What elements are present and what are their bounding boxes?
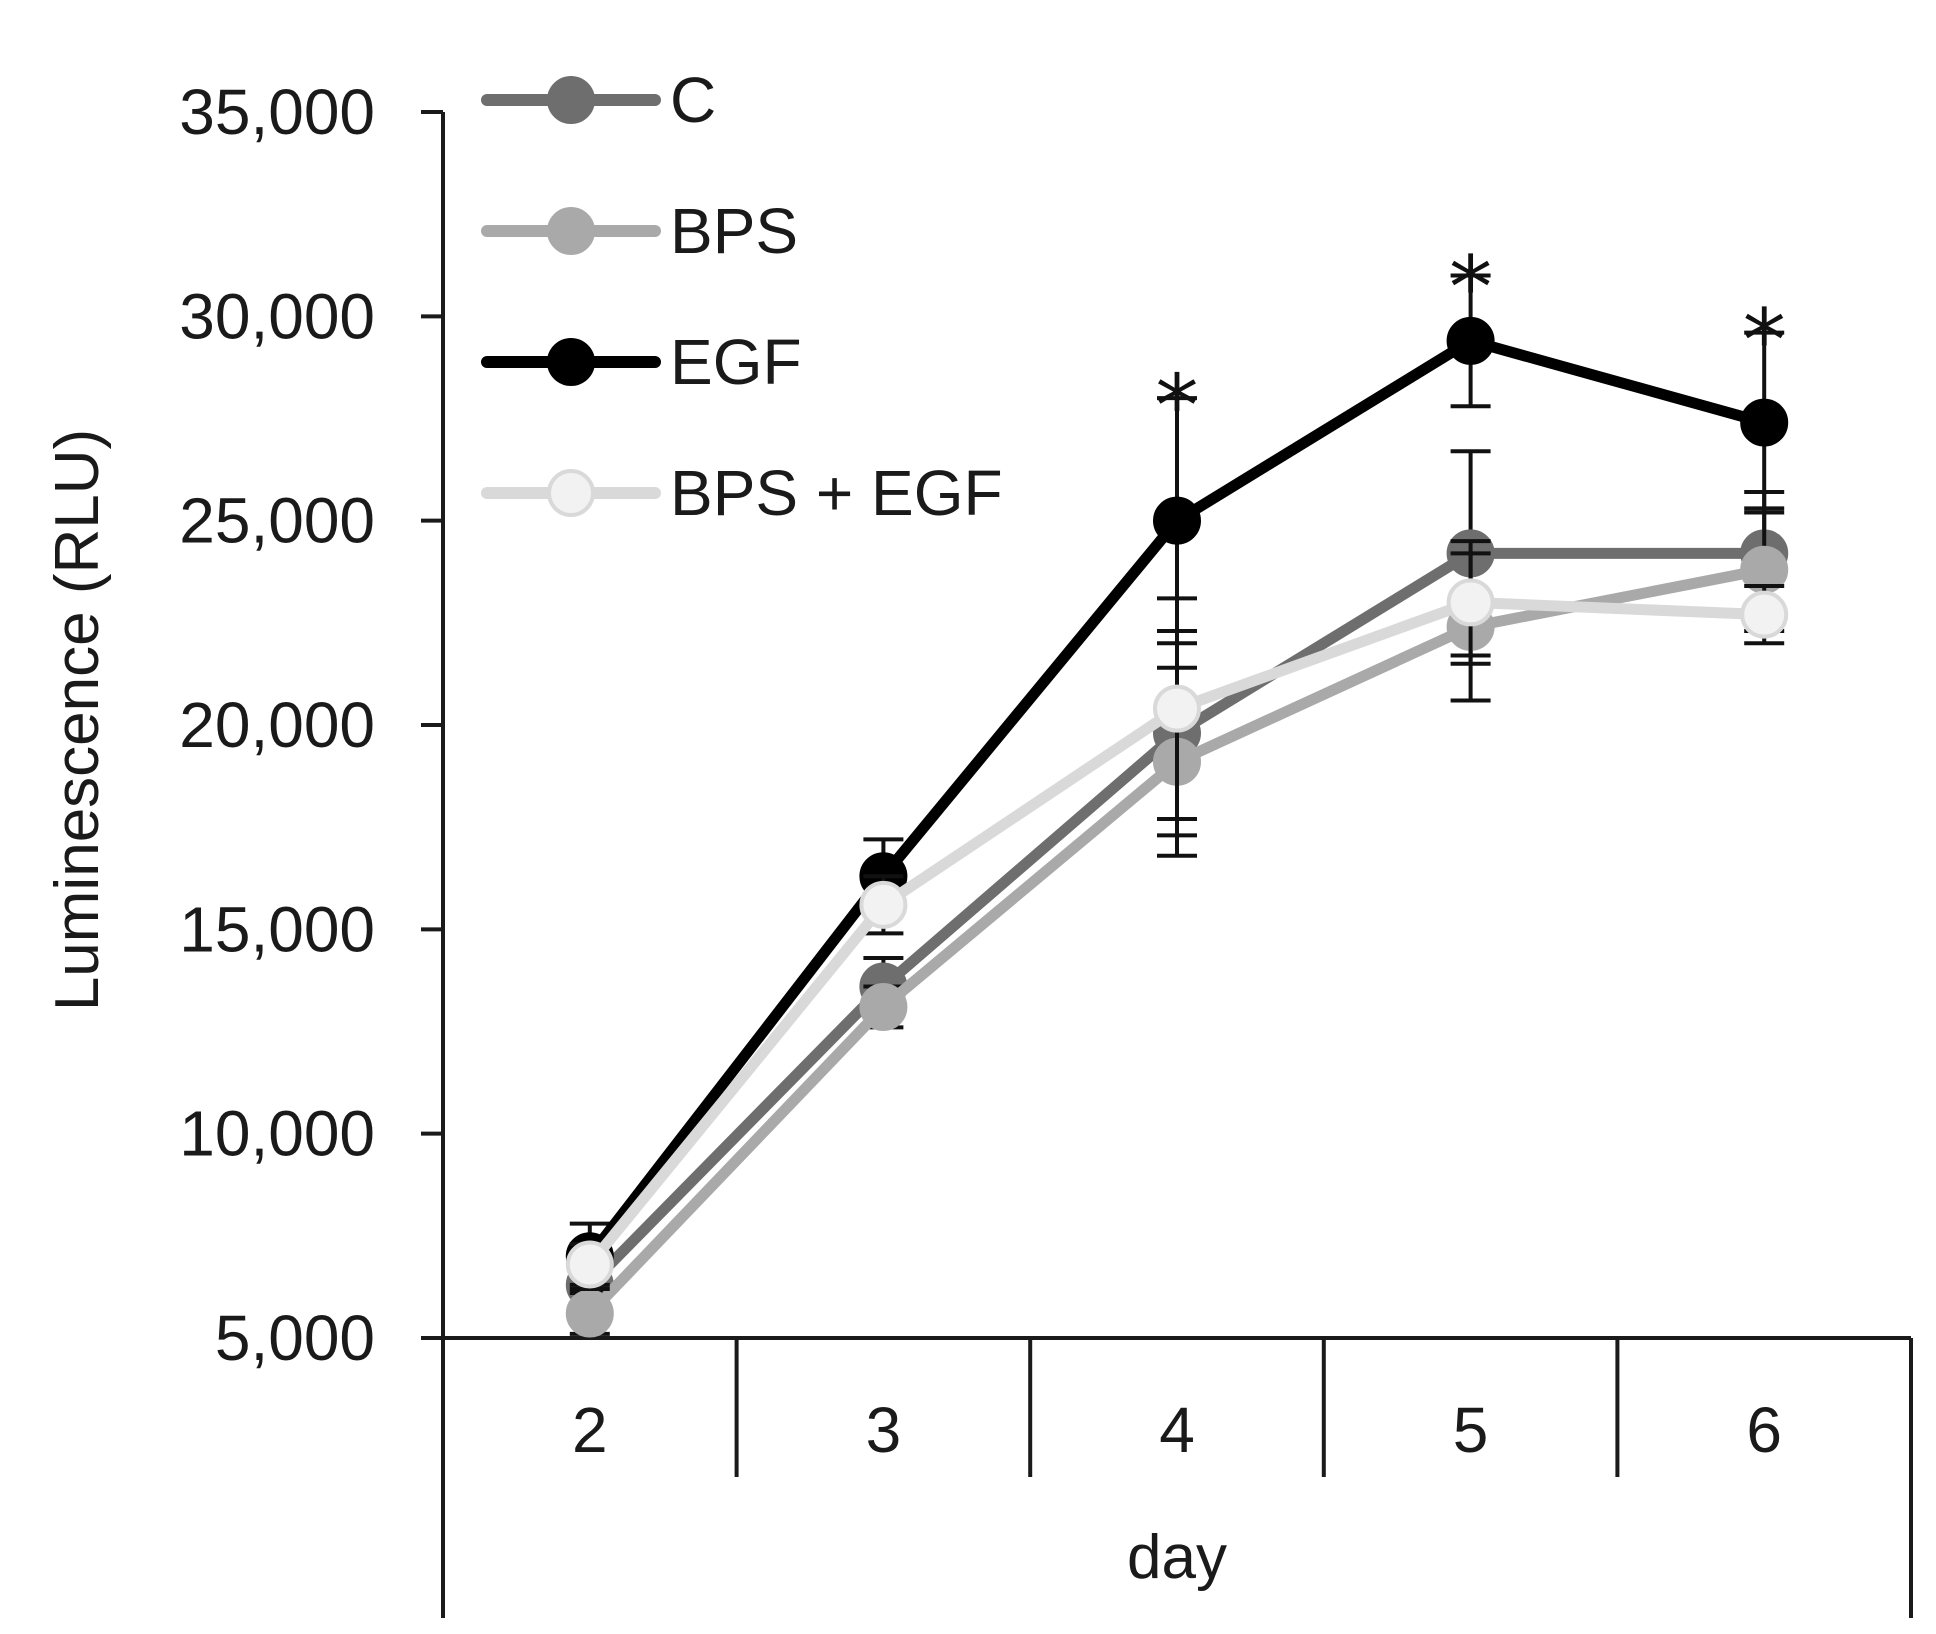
legend-marker bbox=[547, 338, 595, 386]
y-axis-ticks: 5,000 10,000 15,000 20,000 25,000 30,000 35,00… bbox=[179, 76, 443, 1374]
significance-annotations: * * * bbox=[1156, 238, 1786, 457]
y-tick-label: 35,000 bbox=[179, 76, 375, 148]
legend-item: EGF bbox=[481, 326, 802, 398]
legend-marker bbox=[547, 76, 595, 124]
legend-item: C bbox=[481, 64, 716, 136]
data-point bbox=[1446, 578, 1495, 627]
data-point bbox=[1740, 590, 1789, 639]
series-layer bbox=[565, 273, 1789, 1338]
significance-star: * bbox=[1743, 291, 1786, 391]
data-point bbox=[565, 1240, 614, 1289]
data-point bbox=[859, 880, 908, 929]
x-axis-ticks: 2 3 4 5 6 bbox=[572, 1394, 1782, 1466]
axes bbox=[421, 112, 1913, 1618]
legend-label: C bbox=[670, 64, 716, 136]
data-point bbox=[565, 1289, 614, 1338]
series-bps-egf bbox=[565, 539, 1789, 1289]
x-tick-label: 6 bbox=[1746, 1394, 1782, 1466]
data-point bbox=[1153, 684, 1201, 733]
x-tick-label: 3 bbox=[866, 1394, 902, 1466]
y-tick-label: 20,000 bbox=[179, 689, 375, 761]
legend-marker bbox=[547, 469, 595, 517]
legend-item: BPS + EGF bbox=[481, 457, 1003, 529]
data-point bbox=[859, 982, 908, 1031]
x-tick-label: 4 bbox=[1159, 1394, 1195, 1466]
legend-label: EGF bbox=[670, 326, 802, 398]
legend-item: BPS bbox=[481, 195, 798, 267]
y-tick-label: 25,000 bbox=[179, 485, 375, 557]
x-axis-label: day bbox=[1127, 1523, 1227, 1592]
significance-star: * bbox=[1449, 238, 1492, 338]
significance-star: * bbox=[1156, 357, 1199, 457]
y-tick-label: 5,000 bbox=[215, 1302, 375, 1374]
legend-label: BPS + EGF bbox=[670, 457, 1003, 529]
y-tick-label: 15,000 bbox=[179, 893, 375, 965]
data-point bbox=[1153, 496, 1201, 545]
y-axis-label: Luminescence (RLU) bbox=[43, 429, 112, 1011]
y-tick-label: 10,000 bbox=[179, 1098, 375, 1170]
data-point bbox=[1446, 316, 1495, 365]
x-tick-label: 5 bbox=[1453, 1394, 1489, 1466]
legend-label: BPS bbox=[670, 195, 798, 267]
y-tick-label: 30,000 bbox=[179, 280, 375, 352]
data-point bbox=[1740, 398, 1789, 447]
legend: C BPS EGF BPS + EGF bbox=[481, 64, 1003, 529]
legend-marker bbox=[547, 207, 595, 255]
x-tick-label: 2 bbox=[572, 1394, 608, 1466]
